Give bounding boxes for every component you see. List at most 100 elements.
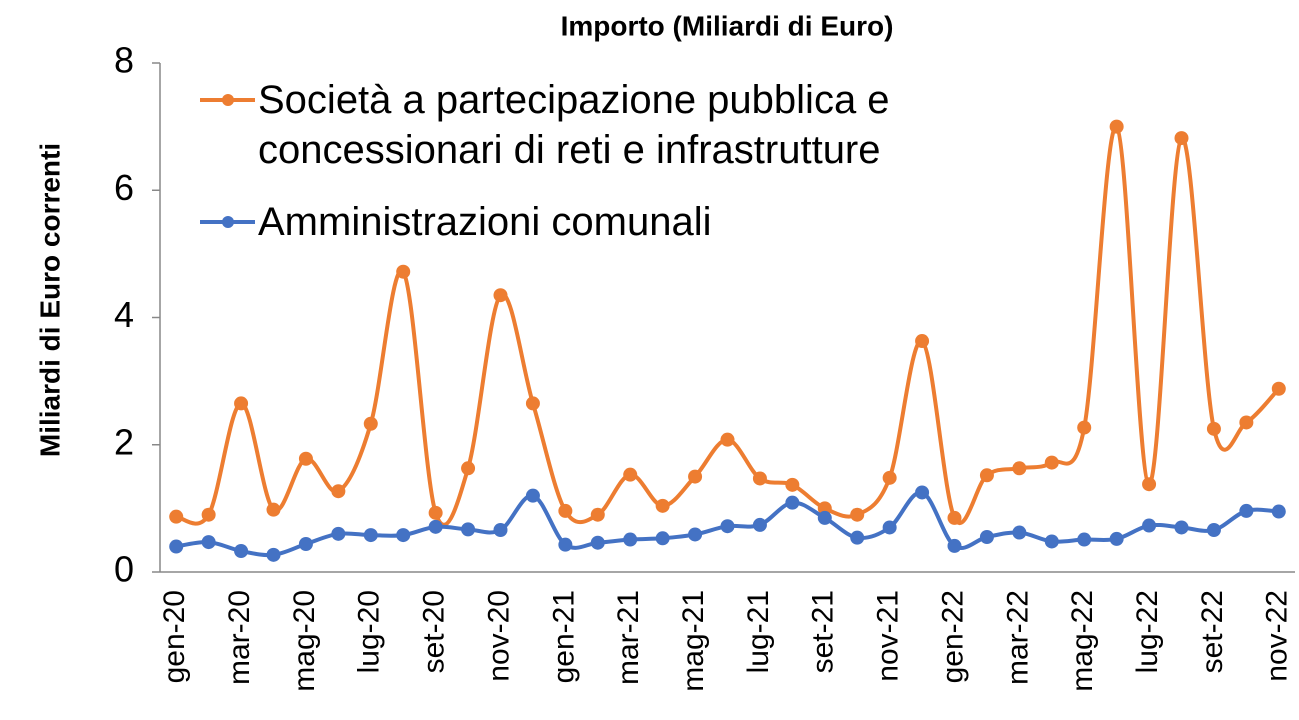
data-point <box>979 530 994 545</box>
y-tick-label: 6 <box>114 167 134 208</box>
legend-label: Società a partecipazione pubblica e conc… <box>258 78 890 172</box>
data-point <box>882 470 897 485</box>
data-point <box>331 484 346 499</box>
x-tick-label: mag-22 <box>1066 590 1099 692</box>
data-point <box>266 502 281 517</box>
data-point <box>1271 381 1286 396</box>
data-point <box>298 537 313 552</box>
data-point <box>1206 523 1221 538</box>
data-point <box>461 461 476 476</box>
data-point <box>947 510 962 525</box>
data-point <box>688 527 703 542</box>
data-point <box>850 507 865 522</box>
data-point <box>1077 532 1092 547</box>
data-point <box>266 547 281 562</box>
data-point <box>525 396 540 411</box>
data-point <box>752 517 767 532</box>
data-point <box>915 485 930 500</box>
data-point <box>720 432 735 447</box>
x-tick-label: lug-22 <box>1131 590 1164 673</box>
data-point <box>1077 420 1092 435</box>
data-point <box>298 451 313 466</box>
data-point <box>234 544 249 559</box>
data-point <box>720 519 735 534</box>
data-point <box>363 528 378 543</box>
data-point <box>623 532 638 547</box>
data-point <box>493 288 508 303</box>
data-point <box>623 467 638 482</box>
data-point <box>850 530 865 545</box>
data-point <box>1142 477 1157 492</box>
data-point <box>234 396 249 411</box>
x-tick-label: gen-22 <box>936 590 969 683</box>
y-tick-label: 0 <box>114 549 134 590</box>
data-point <box>947 538 962 553</box>
y-tick-label: 2 <box>114 421 134 462</box>
x-tick-label: set-21 <box>807 590 840 673</box>
y-tick-label: 8 <box>114 40 134 81</box>
legend-marker <box>222 216 234 228</box>
data-point <box>688 469 703 484</box>
data-point <box>201 535 216 550</box>
data-point <box>785 477 800 492</box>
data-point <box>1044 534 1059 549</box>
data-point <box>428 519 443 534</box>
x-tick-label: mar-20 <box>223 590 256 685</box>
data-point <box>428 505 443 520</box>
data-point <box>882 520 897 535</box>
data-point <box>817 510 832 525</box>
data-point <box>525 488 540 503</box>
data-point <box>1239 503 1254 518</box>
data-point <box>1044 455 1059 470</box>
data-point <box>331 526 346 541</box>
data-point <box>396 264 411 279</box>
data-point <box>1271 504 1286 519</box>
data-point <box>590 507 605 522</box>
data-point <box>655 498 670 513</box>
x-tick-label: gen-21 <box>547 590 580 683</box>
y-tick-label: 4 <box>114 294 134 335</box>
x-tick-label: nov-21 <box>872 590 905 682</box>
data-point <box>655 531 670 546</box>
x-tick-label: lug-20 <box>353 590 386 673</box>
data-point <box>590 535 605 550</box>
x-tick-label: set-20 <box>418 590 451 673</box>
data-point <box>1012 525 1027 540</box>
data-point <box>1174 131 1189 146</box>
x-tick-label: mag-21 <box>677 590 710 692</box>
x-tick-label: gen-20 <box>158 590 191 683</box>
data-point <box>1206 421 1221 436</box>
legend-marker <box>222 94 234 106</box>
data-point <box>169 539 184 554</box>
data-point <box>915 334 930 349</box>
x-tick-label: set-22 <box>1196 590 1229 673</box>
data-point <box>558 503 573 518</box>
series-line <box>175 124 1281 527</box>
data-point <box>979 468 994 483</box>
x-tick-label: mar-21 <box>612 590 645 685</box>
data-point <box>201 507 216 522</box>
x-tick-label: mar-22 <box>1001 590 1034 685</box>
data-point <box>493 523 508 538</box>
x-tick-label: nov-20 <box>482 590 515 682</box>
data-point <box>396 528 411 543</box>
x-tick-label: nov-22 <box>1261 590 1294 682</box>
data-point <box>461 522 476 537</box>
data-point <box>363 416 378 431</box>
legend-label: Amministrazioni comunali <box>258 200 712 244</box>
data-point <box>1239 415 1254 430</box>
data-point <box>1174 520 1189 535</box>
data-point <box>1142 518 1157 533</box>
chart-title: Importo (Miliardi di Euro) <box>561 10 894 41</box>
data-point <box>558 537 573 552</box>
data-point <box>169 509 184 524</box>
data-point <box>785 495 800 510</box>
data-point <box>1012 461 1027 476</box>
data-point <box>1109 119 1124 134</box>
x-tick-label: lug-21 <box>742 590 775 673</box>
data-point <box>1109 531 1124 546</box>
data-point <box>752 471 767 486</box>
x-tick-label: mag-20 <box>288 590 321 692</box>
